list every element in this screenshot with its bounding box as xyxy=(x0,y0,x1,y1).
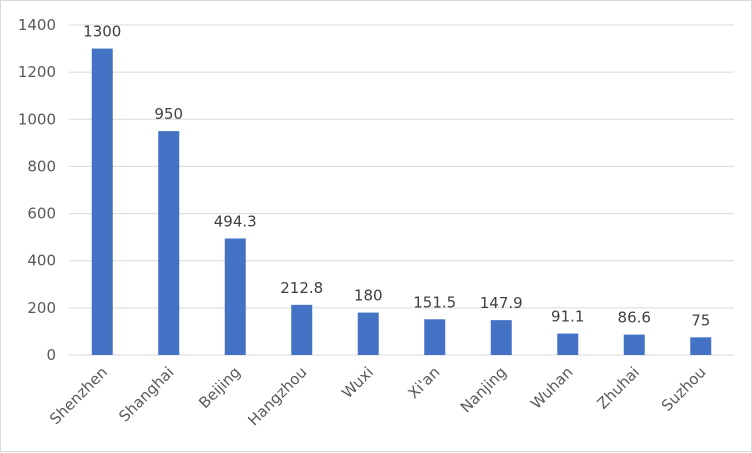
y-tick-label: 800 xyxy=(27,157,56,175)
x-tick-label: Shanghai xyxy=(115,363,177,425)
bar xyxy=(424,319,446,355)
bar xyxy=(490,320,512,355)
x-tick-label: Xi'an xyxy=(404,363,443,402)
bar xyxy=(91,48,113,355)
y-tick-label: 0 xyxy=(46,346,56,364)
bar xyxy=(224,238,246,355)
bar xyxy=(357,312,379,355)
y-tick-label: 200 xyxy=(27,299,56,317)
data-label: 86.6 xyxy=(618,309,651,327)
bar xyxy=(690,337,712,355)
data-label: 1300 xyxy=(83,23,121,41)
x-tick-label: Hangzhou xyxy=(244,363,310,429)
data-label: 212.8 xyxy=(280,279,323,297)
bar xyxy=(291,304,313,355)
data-label: 950 xyxy=(154,105,183,123)
bars xyxy=(91,48,712,355)
data-labels: 1300 950 494.3 212.8 180 151.5 147.9 91.1 86.6 75 xyxy=(83,23,710,330)
data-label: 494.3 xyxy=(214,212,257,230)
data-label: 91.1 xyxy=(551,308,584,326)
x-tick-label: Wuhan xyxy=(527,363,577,413)
bar xyxy=(623,334,645,355)
y-tick-label: 1400 xyxy=(18,16,56,34)
x-tick-label: Suzhou xyxy=(658,363,710,415)
data-label: 151.5 xyxy=(413,293,456,311)
x-tick-label: Beijing xyxy=(195,363,244,412)
x-tick-label: Wuxi xyxy=(338,363,377,402)
y-tick-label: 600 xyxy=(27,205,56,223)
y-tick-label: 400 xyxy=(27,252,56,270)
data-label: 180 xyxy=(354,287,383,305)
x-tick-label: Zhuhai xyxy=(593,363,643,413)
x-tick-label: Shenzhen xyxy=(46,363,111,428)
y-axis: 0 200 400 600 800 1000 1200 1400 xyxy=(18,16,56,364)
y-tick-label: 1200 xyxy=(18,63,56,81)
y-tick-label: 1000 xyxy=(18,110,56,128)
data-label: 75 xyxy=(691,311,710,329)
gridlines xyxy=(69,24,734,356)
x-tick-label: Nanjing xyxy=(457,363,510,416)
x-axis: Shenzhen Shanghai Beijing Hangzhou Wuxi Xi'an… xyxy=(46,363,709,429)
bar xyxy=(158,131,180,355)
data-label: 147.9 xyxy=(480,294,523,312)
bar xyxy=(557,333,579,355)
